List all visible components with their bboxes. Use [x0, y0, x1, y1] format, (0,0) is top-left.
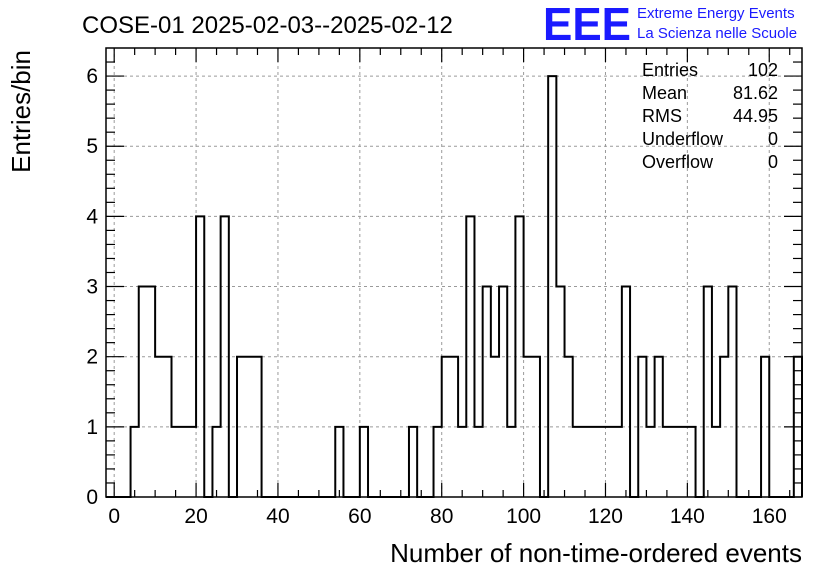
x-tick-label: 120: [588, 505, 623, 528]
stats-label: RMS: [642, 106, 682, 126]
stats-value: 0: [768, 152, 778, 172]
x-tick-label: 40: [266, 505, 289, 528]
y-tick-label: 1: [86, 416, 98, 439]
tick-labels: 0 20 40 60 80 100 120 140 160 0 1 2 3 4 5 6: [86, 65, 786, 528]
stats-label: Entries: [642, 60, 698, 80]
stats-label: Underflow: [642, 129, 724, 149]
stats-value: 44.95: [733, 106, 778, 126]
logo-line-2: La Scienza nelle Scuole: [637, 25, 797, 42]
logo-line-1: Extreme Energy Events: [637, 5, 795, 22]
x-tick-label: 60: [348, 505, 371, 528]
eee-logo: EEE Extreme Energy Events La Scienza nel…: [543, 0, 797, 50]
y-tick-label: 2: [86, 346, 98, 369]
y-tick-label: 0: [86, 486, 98, 509]
y-axis-label: Entries/bin: [6, 50, 36, 173]
x-tick-label: 160: [752, 505, 787, 528]
chart-title: COSE-01 2025-02-03--2025-02-12: [82, 12, 453, 39]
stats-label: Overflow: [642, 152, 714, 172]
stats-value: 0: [768, 129, 778, 149]
x-tick-label: 20: [184, 505, 207, 528]
y-tick-label: 3: [86, 276, 98, 299]
stats-value: 81.62: [733, 83, 778, 103]
x-tick-label: 140: [670, 505, 705, 528]
histogram-outline: [106, 75, 803, 498]
x-tick-label: 80: [430, 505, 453, 528]
y-tick-label: 6: [86, 65, 98, 88]
stats-value: 102: [748, 60, 778, 80]
x-tick-label: 100: [506, 505, 541, 528]
x-tick-label: 0: [108, 505, 120, 528]
stats-label: Mean: [642, 83, 687, 103]
stats-box: Entries 102 Mean 81.62 RMS 44.95 Underflow 0 Ove…: [642, 60, 778, 172]
y-tick-label: 5: [86, 135, 98, 158]
y-tick-label: 4: [86, 205, 98, 228]
eee-logo-mark: EEE: [543, 0, 631, 50]
axis-ticks: [106, 48, 802, 498]
x-axis-label: Number of non-time-ordered events: [390, 538, 802, 568]
